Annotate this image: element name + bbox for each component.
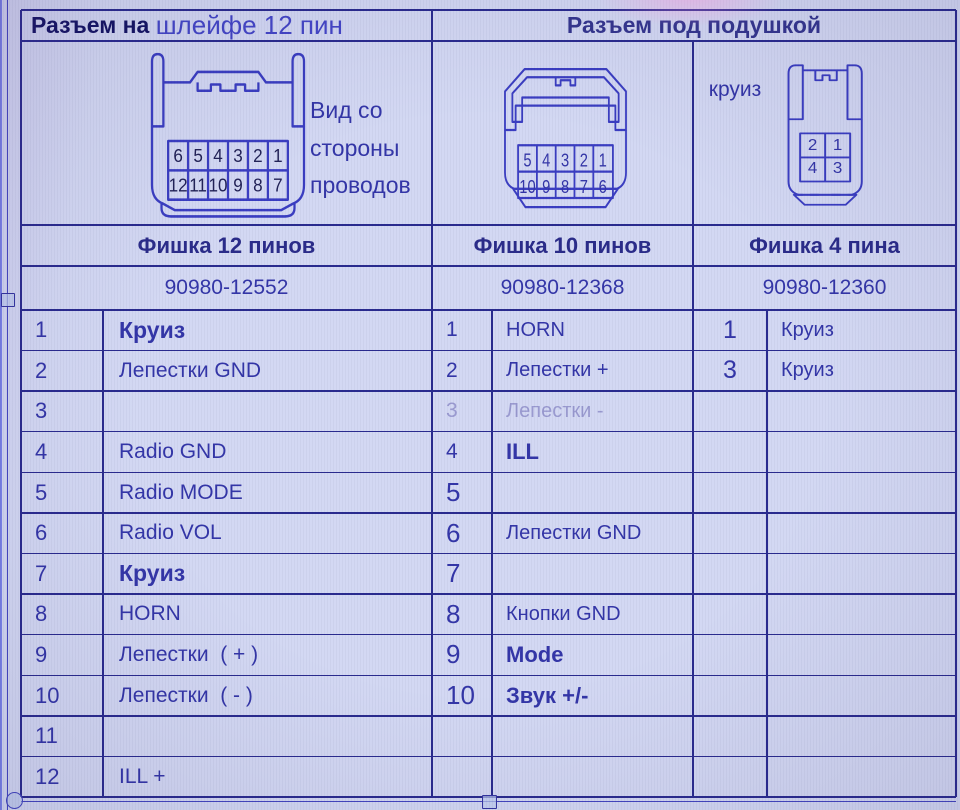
svg-text:6: 6 (599, 176, 607, 197)
svg-text:12: 12 (169, 175, 188, 196)
svg-text:3: 3 (233, 145, 243, 166)
svg-text:8: 8 (561, 176, 569, 197)
svg-text:3: 3 (832, 159, 841, 176)
svg-text:7: 7 (273, 175, 283, 196)
svg-text:2: 2 (253, 145, 263, 166)
svg-text:11: 11 (189, 175, 207, 196)
svg-text:1: 1 (273, 145, 283, 166)
svg-text:10: 10 (209, 175, 228, 196)
svg-text:5: 5 (193, 145, 203, 166)
svg-text:6: 6 (173, 145, 183, 166)
svg-text:7: 7 (580, 176, 588, 197)
svg-text:9: 9 (542, 176, 550, 197)
svg-text:9: 9 (233, 175, 243, 196)
svg-text:1: 1 (599, 150, 607, 171)
svg-text:4: 4 (213, 145, 223, 166)
svg-text:4: 4 (807, 159, 816, 176)
svg-text:8: 8 (253, 175, 263, 196)
svg-text:2: 2 (807, 136, 816, 153)
svg-text:4: 4 (542, 150, 550, 171)
svg-text:5: 5 (523, 150, 531, 171)
svg-text:10: 10 (519, 176, 535, 197)
svg-text:3: 3 (561, 150, 569, 171)
svg-text:2: 2 (580, 150, 588, 171)
svg-text:1: 1 (832, 136, 841, 153)
